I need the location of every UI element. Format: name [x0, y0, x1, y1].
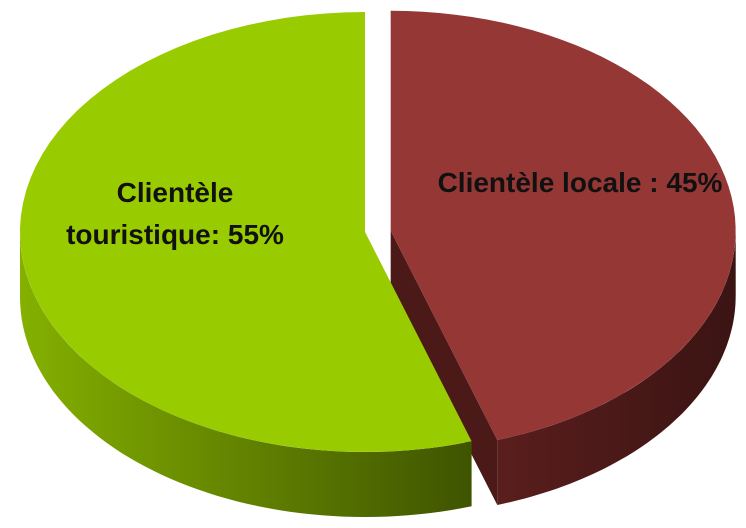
data-label: Clientèle locale :45%	[425, 162, 735, 204]
slice-face	[390, 230, 498, 506]
slice-side	[497, 230, 736, 506]
category-label: Clientèle touristique:	[66, 177, 234, 250]
pie-slice	[390, 10, 736, 441]
slice-side	[20, 232, 472, 517]
data-label: Clientèle touristique: 55%	[20, 172, 330, 256]
value-label: 45%	[666, 167, 723, 198]
category-label: Clientèle locale :	[437, 167, 659, 198]
value-label: 55%	[227, 219, 284, 250]
pie-slice	[20, 12, 472, 452]
